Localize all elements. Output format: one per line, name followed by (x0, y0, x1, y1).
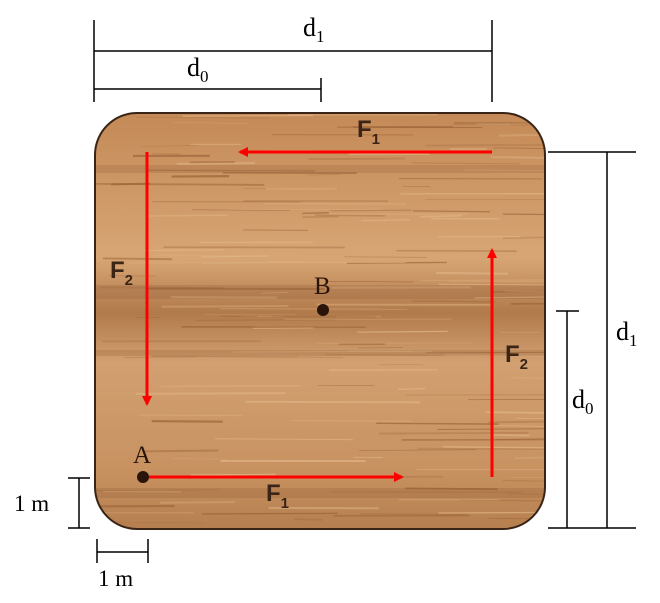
force-f2-right-label: F2 (505, 341, 528, 373)
point-a-dot (137, 471, 149, 483)
left-unit-dimension (68, 477, 90, 529)
right-dimension-d1 (548, 151, 636, 529)
force-f2-left-label: F2 (110, 257, 133, 289)
point-b-dot (317, 304, 329, 316)
right-dimension-d0 (556, 310, 579, 528)
bottom-unit-label: 1 m (98, 566, 133, 591)
wood-board (94, 112, 546, 530)
top-d0-label: d0 (187, 53, 209, 86)
point-a-label: A (133, 442, 151, 469)
top-d1-label: d1 (303, 13, 325, 46)
left-unit-label: 1 m (14, 491, 49, 516)
bottom-unit-dimension (96, 539, 149, 563)
top-dimension-d0 (94, 78, 322, 102)
wood-grain (95, 113, 545, 524)
right-d0-label: d0 (572, 385, 594, 418)
force-f1-top-label: F1 (357, 116, 380, 148)
right-d1-label: d1 (616, 317, 638, 350)
force-f1-bottom-label: F1 (266, 480, 289, 512)
point-b-label: B (314, 273, 331, 300)
